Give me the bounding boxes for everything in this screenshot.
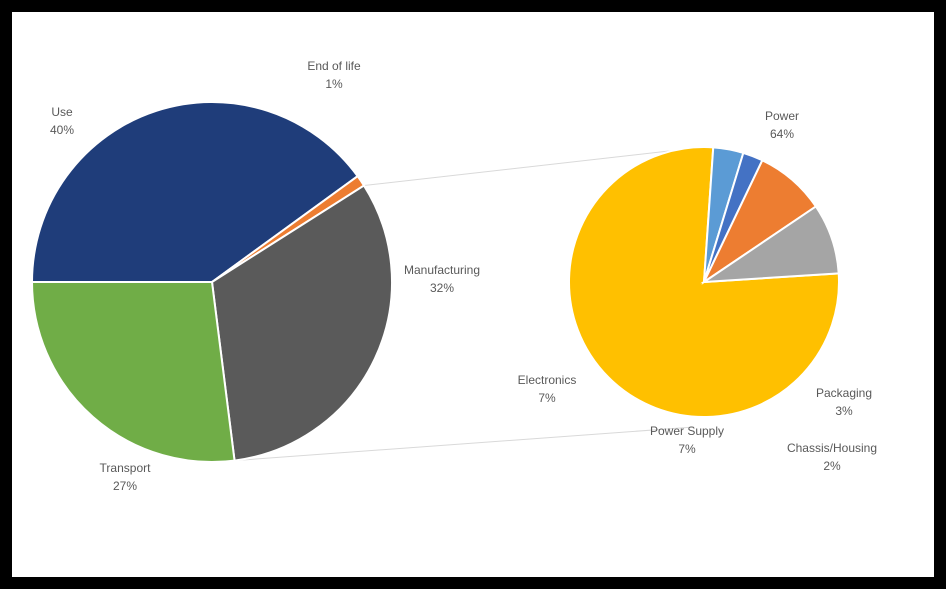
main-value-transport: 27% <box>113 479 137 493</box>
breakdown-slice-electronics <box>700 205 840 284</box>
breakdown-label-chassis-housing: Chassis/Housing <box>787 441 877 455</box>
main-slice-transport <box>30 281 236 463</box>
breakdown-label-electronics: Electronics <box>518 373 577 387</box>
main-label-manufacturing: Manufacturing <box>404 263 480 277</box>
connector-top <box>363 146 705 187</box>
data-labels: Use 40% End of life 1% Manufacturing 32% Trans… <box>50 59 877 493</box>
main-value-manufacturing: 32% <box>430 281 454 295</box>
main-value-use: 40% <box>50 123 74 137</box>
connector-bottom <box>234 426 695 462</box>
breakdown-label-packaging: Packaging <box>816 386 872 400</box>
breakdown-label-power: Power <box>765 109 799 123</box>
main-label-transport: Transport <box>100 461 152 475</box>
connector-lines <box>234 146 705 462</box>
main-value-end-of-life: 1% <box>325 77 343 91</box>
main-pie <box>30 101 393 463</box>
main-slice-use <box>30 101 360 283</box>
chart-frame: Use 40% End of life 1% Manufacturing 32% Trans… <box>12 12 934 577</box>
breakdown-label-power-supply: Power Supply <box>650 424 724 438</box>
breakdown-value-packaging: 3% <box>835 404 853 418</box>
pie-of-pie-chart: Use 40% End of life 1% Manufacturing 32% Trans… <box>30 59 877 493</box>
breakdown-pie <box>567 146 840 419</box>
breakdown-value-electronics: 7% <box>538 391 556 405</box>
breakdown-value-power-supply: 7% <box>678 442 696 456</box>
main-label-end-of-life: End of life <box>307 59 361 73</box>
breakdown-value-power: 64% <box>770 127 794 141</box>
breakdown-value-chassis-housing: 2% <box>823 459 841 473</box>
main-slice-manufacturing <box>210 184 393 462</box>
main-label-use: Use <box>51 105 73 119</box>
